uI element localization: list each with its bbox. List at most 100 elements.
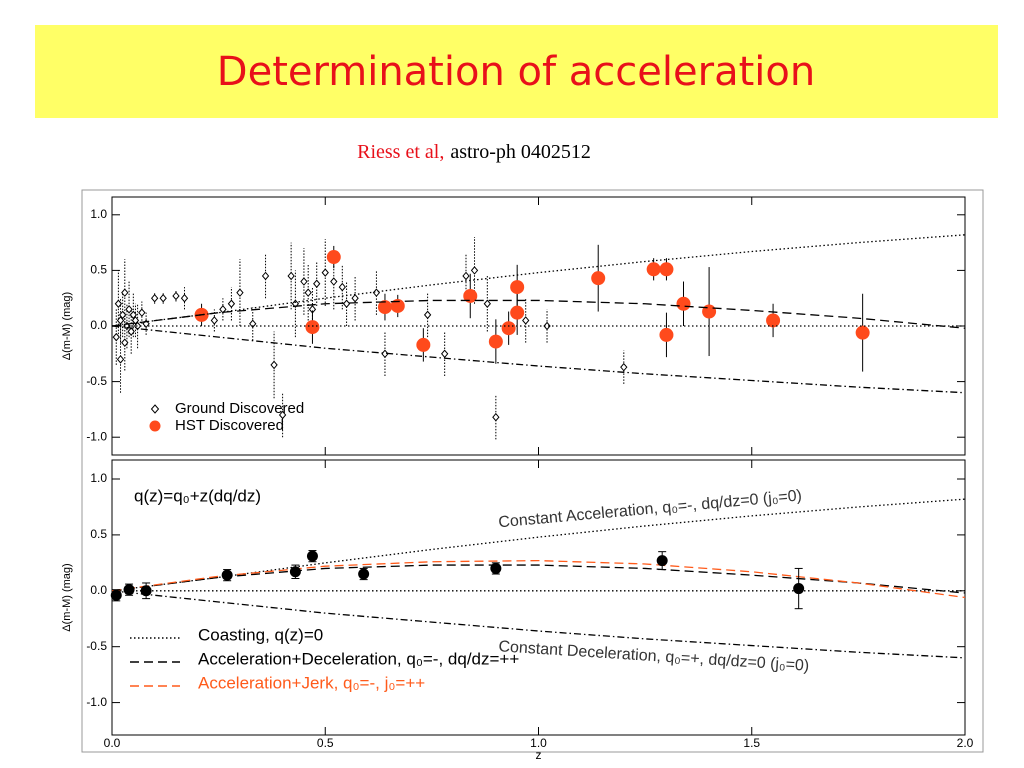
legend-label: Coasting, q(z)=0 xyxy=(198,625,323,644)
data-point xyxy=(221,569,233,581)
data-point xyxy=(114,299,123,309)
data-point xyxy=(330,277,338,286)
model-curve xyxy=(111,325,966,394)
model-curve xyxy=(111,299,966,329)
data-point xyxy=(219,305,227,314)
data-point xyxy=(676,296,691,311)
y-tick-label: 1.0 xyxy=(90,207,107,221)
y-axis-label: Δ(m-M) (mag) xyxy=(61,292,73,360)
data-point xyxy=(300,277,308,286)
legend-label: HST Discovered xyxy=(175,417,284,434)
data-point xyxy=(305,320,320,335)
data-point xyxy=(646,262,661,277)
data-point xyxy=(342,299,351,309)
data-point xyxy=(522,316,530,325)
data-point xyxy=(501,321,516,336)
x-tick-label: 0.5 xyxy=(317,736,334,750)
data-point xyxy=(125,305,133,314)
data-point xyxy=(138,308,146,317)
data-point xyxy=(470,266,479,275)
data-point xyxy=(304,288,312,297)
data-point xyxy=(123,584,135,596)
data-point xyxy=(270,360,278,370)
x-axis-label: z xyxy=(536,748,542,762)
data-point xyxy=(121,288,129,297)
data-point xyxy=(390,298,405,313)
data-point xyxy=(127,327,135,336)
data-point xyxy=(159,293,167,303)
data-point xyxy=(591,271,606,286)
data-point xyxy=(702,304,717,319)
y-tick-label: 0.0 xyxy=(90,318,107,332)
legend-label: Acceleration+Deceleration, q₀=-, dq/dz=+… xyxy=(198,649,519,668)
data-point xyxy=(172,291,180,301)
x-tick-label: 1.5 xyxy=(743,736,760,750)
data-point xyxy=(131,316,140,325)
data-point xyxy=(236,288,244,297)
data-point xyxy=(338,282,346,292)
data-point xyxy=(291,299,300,309)
reference: astro-ph 0402512 xyxy=(450,141,591,163)
data-point xyxy=(351,293,359,303)
data-point xyxy=(620,362,628,372)
data-point xyxy=(261,271,270,281)
citation: Riess et al, xyxy=(357,141,444,163)
y-tick-label: -1.0 xyxy=(86,429,107,443)
data-point xyxy=(488,334,503,349)
data-point xyxy=(249,319,257,329)
data-point xyxy=(659,262,674,277)
data-point xyxy=(313,279,321,289)
x-tick-label: 1.0 xyxy=(530,736,547,750)
annotation: q(z)=q₀+z(dq/dz) xyxy=(134,486,261,505)
data-point xyxy=(289,566,301,578)
data-point xyxy=(180,293,189,303)
data-point xyxy=(227,299,236,309)
data-point xyxy=(463,288,478,303)
citation-line: Riess et al, astro-ph 0402512 xyxy=(357,141,591,163)
data-point xyxy=(416,337,431,352)
data-point xyxy=(490,562,502,574)
title-bar xyxy=(35,25,998,118)
data-point xyxy=(492,412,500,422)
legend-swatch xyxy=(150,404,160,414)
model-curve xyxy=(111,590,966,659)
data-point xyxy=(116,355,125,364)
data-point xyxy=(150,293,159,303)
model-curve xyxy=(111,559,966,599)
y-tick-label: 0.0 xyxy=(90,583,107,597)
data-point xyxy=(377,300,392,315)
y-tick-label: -1.0 xyxy=(86,695,107,709)
legend-label: Ground Discovered xyxy=(175,400,304,417)
data-point xyxy=(483,299,491,309)
data-point xyxy=(112,332,120,342)
data-point xyxy=(423,310,432,320)
x-tick-label: 0.0 xyxy=(104,736,121,750)
data-point xyxy=(278,410,287,420)
data-point xyxy=(121,338,129,347)
data-point xyxy=(793,583,805,595)
data-point xyxy=(116,316,125,325)
data-point xyxy=(510,305,525,320)
data-point xyxy=(210,316,219,325)
data-point xyxy=(510,280,525,295)
legend-label: Acceleration+Jerk, q₀=-, j₀=++ xyxy=(198,673,425,692)
data-point xyxy=(462,271,470,281)
model-curve xyxy=(111,564,966,594)
data-point xyxy=(358,568,370,580)
data-point xyxy=(326,250,341,265)
y-tick-label: 0.5 xyxy=(90,263,107,277)
figure-frame xyxy=(81,189,984,753)
data-point xyxy=(855,325,870,340)
y-tick-label: 0.5 xyxy=(90,527,107,541)
data-point xyxy=(129,310,137,320)
y-tick-label: -0.5 xyxy=(86,374,107,388)
data-point xyxy=(140,585,152,597)
data-point xyxy=(306,550,318,562)
data-point xyxy=(133,321,142,331)
y-tick-label: 1.0 xyxy=(90,471,107,485)
data-point xyxy=(119,310,127,320)
data-point xyxy=(110,589,122,601)
data-point xyxy=(656,555,668,567)
